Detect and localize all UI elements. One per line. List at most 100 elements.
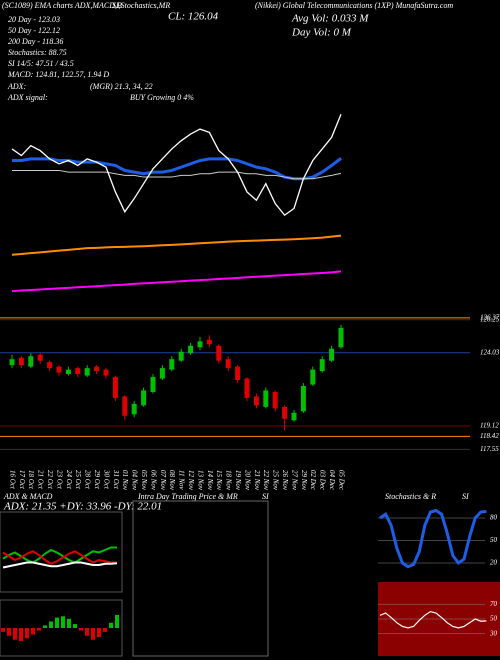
macd-bar [97, 628, 101, 638]
panel-title: Intra Day Trading Price & MR [137, 492, 238, 501]
candle-body [282, 406, 288, 419]
x-tick-label: 21 Oct [37, 470, 45, 490]
y-tick-label: 80 [490, 514, 498, 522]
header-middle: SI,Stochastics,MR [112, 1, 170, 10]
candle-body [310, 369, 316, 385]
x-tick-label: 16 Oct [8, 470, 16, 490]
adx-line [2, 550, 118, 565]
stat: MACD: 124.81, 122.57, 1.94 D [7, 70, 109, 79]
candle-body [197, 341, 203, 348]
candle-body [206, 339, 212, 345]
x-tick-label: 28 Oct [84, 470, 92, 490]
candle-body [253, 396, 259, 406]
candle-body [329, 348, 335, 361]
y-tick-label: 118.42 [480, 432, 499, 440]
macd-bar [55, 617, 59, 628]
candle-body [272, 391, 278, 409]
candle-body [225, 359, 231, 369]
candle-body [141, 390, 147, 406]
macd-bar [7, 628, 11, 636]
stat: 50 Day - 122.12 [8, 26, 60, 35]
candle-body [94, 366, 100, 372]
candle-body [235, 366, 241, 381]
ema-line [11, 234, 342, 256]
adx-values: ADX: 21.35 +DY: 33.96 -DY: 22.01 [3, 501, 162, 513]
stat: ADX signal: [7, 93, 48, 102]
x-tick-label: 30 Oct [102, 469, 110, 490]
x-tick-label: 06 Nov [149, 470, 157, 491]
candle-body [84, 368, 90, 376]
candle-body [159, 368, 165, 379]
macd-bar [25, 628, 29, 639]
stat: 200 Day - 118.36 [8, 37, 63, 46]
x-tick-label: 07 Nov [159, 470, 167, 491]
x-tick-label: 19 Nov [234, 470, 242, 491]
candle-body [37, 354, 43, 361]
x-tick-label: 18 Nov [225, 470, 233, 491]
macd-bar [19, 628, 23, 641]
candle-body [28, 356, 34, 367]
candle-body [47, 362, 53, 369]
y-tick-label: 119.12 [480, 422, 499, 430]
candle-body [300, 386, 306, 412]
x-tick-label: 26 Nov [281, 470, 289, 491]
x-tick-label: 04 Nov [131, 470, 139, 491]
candle-body [103, 369, 109, 376]
x-tick-label: 29 Oct [93, 470, 101, 490]
y-tick-label: 126.37 [480, 314, 500, 322]
panel-title: Stochastics & R [385, 492, 436, 501]
x-tick-label: 25 Nov [272, 470, 280, 491]
y-tick-label: 124.03 [480, 348, 500, 356]
day-vol: Day Vol: 0 M [291, 27, 352, 39]
header-left: (SC1089) EMA charts ADX,MACD,B [2, 1, 122, 10]
adx-line [2, 561, 118, 569]
stat: BUY Growing 0 4% [130, 93, 194, 102]
stat: Stochastics: 88.75 [8, 48, 67, 57]
x-tick-label: 03 Dec [319, 470, 327, 491]
osc-line [379, 610, 487, 629]
x-tick-label: 05 Dec [337, 470, 345, 491]
price-line [11, 113, 342, 216]
adx-box [0, 511, 123, 593]
close-price: CL: 126.04 [168, 11, 219, 23]
candle-body [188, 345, 194, 354]
y-tick-label: 20 [490, 559, 498, 567]
x-tick-label: 15 Nov [215, 470, 223, 491]
candle-body [122, 396, 128, 416]
stat: SI 14/5: 47.51 / 43.5 [8, 59, 74, 68]
candle-body [338, 327, 344, 348]
x-tick-label: 25 Oct [74, 470, 82, 490]
candle-body [244, 378, 250, 398]
x-tick-label: 08 Nov [168, 470, 176, 491]
candle-body [112, 377, 118, 398]
macd-bar [49, 621, 53, 628]
y-tick-label: 70 [490, 600, 498, 608]
intraday-box [132, 500, 269, 657]
x-tick-label: 21 Nov [253, 470, 261, 491]
macd-bar [43, 625, 47, 628]
macd-bar [61, 616, 65, 628]
macd-bar [85, 628, 89, 636]
candle-body [319, 359, 325, 372]
y-tick-label: 50 [490, 615, 498, 623]
ema-line [11, 270, 342, 293]
candle-body [178, 351, 184, 361]
macd-bar [79, 628, 83, 631]
macd-bar [13, 628, 17, 640]
panel-title: SI [262, 492, 269, 501]
candle-body [169, 359, 175, 370]
header-right: (Nikkei) Global Telecommunications (1XP)… [255, 1, 453, 10]
osc-line [379, 508, 487, 569]
candle-body [18, 357, 24, 366]
x-tick-label: 31 Oct [112, 469, 120, 490]
ema-line [12, 169, 342, 180]
x-tick-label: 05 Nov [140, 470, 148, 491]
stat: 20 Day - 123.03 [8, 15, 60, 24]
x-tick-label: 13 Nov [196, 470, 204, 491]
stat: ADX: [7, 82, 27, 91]
panel-title: ADX & MACD [3, 492, 53, 501]
candle-body [75, 368, 81, 375]
